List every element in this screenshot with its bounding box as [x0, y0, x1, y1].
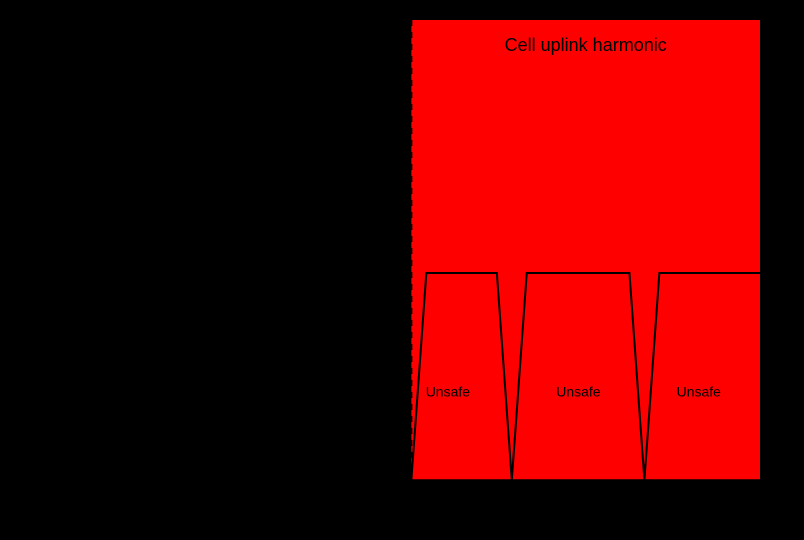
- segment-label: Unsafe: [677, 383, 722, 399]
- x-tick-label: 1649.8: [140, 488, 183, 504]
- y-axis-label: Safety: [26, 224, 46, 275]
- segment-label: Safe: [212, 383, 241, 399]
- region-label: Cell uplink harmonic: [505, 35, 667, 55]
- segment-label: Safe: [96, 383, 125, 399]
- x-tick-label: 1649.85: [386, 488, 437, 504]
- segment-label: Unsafe: [556, 383, 601, 399]
- chart-stage: { "chart": { "type": "line-spectrum-with…: [0, 0, 804, 540]
- segment-label: Safe: [337, 383, 366, 399]
- segment-label: Unsafe: [426, 383, 471, 399]
- region-band: [411, 20, 760, 480]
- chart-svg: Cell uplink harmonic Safe Safe Safe Unsafe Un…: [0, 0, 804, 540]
- x-axis-label: RF Frequency: [363, 506, 477, 526]
